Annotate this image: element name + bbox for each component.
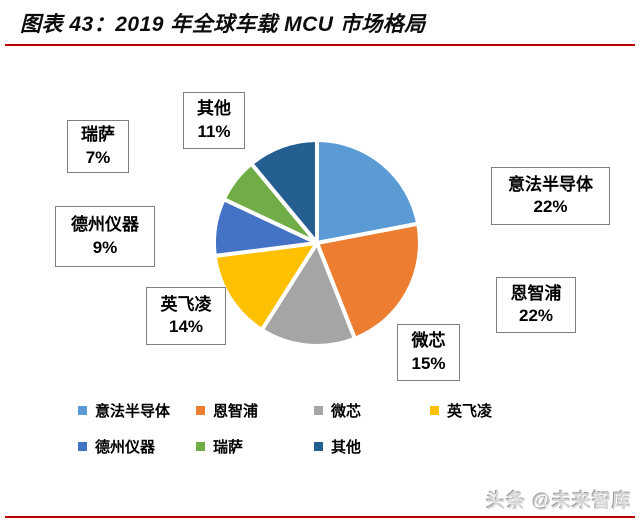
legend-label: 其他: [331, 439, 362, 456]
pie-chart: [212, 138, 422, 348]
callout-label: 微芯: [411, 331, 446, 351]
pie-slice-6: [249, 138, 319, 245]
pie-slice-1: [315, 221, 422, 341]
callout-label: 恩智浦: [510, 283, 562, 303]
callout-label: 瑞萨: [81, 125, 115, 145]
legend-label: 瑞萨: [213, 439, 244, 456]
pie-slice-2: [259, 241, 357, 348]
callout-value: 22%: [533, 197, 568, 216]
pie-callout-others: 其他 11%: [183, 92, 245, 149]
pie-callout-microchip: 微芯 15%: [397, 324, 460, 381]
pie-slice-3: [212, 241, 319, 332]
pie-callout-infineon: 英飞凌 14%: [146, 287, 226, 345]
legend-swatch-renesas: [196, 442, 205, 451]
callout-label: 意法半导体: [508, 174, 593, 194]
legend-label: 英飞凌: [447, 403, 493, 420]
legend-item-microchip: 微芯: [314, 400, 430, 421]
callout-label: 英飞凌: [160, 294, 212, 314]
callout-value: 11%: [197, 121, 231, 141]
callout-value: 14%: [168, 317, 204, 336]
legend-label: 微芯: [331, 403, 362, 420]
legend-item-others: 其他: [314, 436, 430, 457]
legend-swatch-others: [314, 442, 323, 451]
callout-value: 22%: [518, 306, 554, 325]
pie-callout-stmicro: 意法半导体 22%: [491, 167, 610, 225]
legend-item-nxp: 恩智浦: [196, 400, 314, 421]
legend-item-renesas: 瑞萨: [196, 436, 314, 457]
figure-title: 图表 43：2019 年全球车载 MCU 市场格局: [20, 13, 426, 36]
legend-swatch-nxp: [196, 406, 205, 415]
title-underline: [5, 44, 635, 46]
callout-label: 德州仪器: [71, 215, 139, 235]
chart-legend: 意法半导体 恩智浦 微芯 英飞凌 德州仪器 瑞萨 其他: [78, 400, 578, 457]
legend-swatch-microchip: [314, 406, 323, 415]
legend-item-infineon: 英飞凌: [430, 400, 570, 421]
callout-label: 其他: [197, 99, 231, 119]
callout-value: 15%: [411, 353, 446, 373]
legend-swatch-stmicro: [78, 406, 87, 415]
pie-callout-ti: 德州仪器 9%: [55, 206, 155, 267]
bottom-rule: [5, 516, 635, 518]
legend-label: 恩智浦: [213, 403, 259, 420]
callout-value: 9%: [92, 237, 118, 257]
legend-item-ti: 德州仪器: [78, 436, 196, 457]
legend-label: 德州仪器: [95, 439, 156, 456]
legend-swatch-ti: [78, 442, 87, 451]
legend-label: 意法半导体: [95, 403, 171, 420]
legend-swatch-infineon: [430, 406, 439, 415]
pie-callout-renesas: 瑞萨 7%: [67, 120, 129, 173]
pie-callout-nxp: 恩智浦 22%: [496, 277, 576, 333]
callout-value: 7%: [85, 147, 111, 167]
pie-slice-0: [315, 138, 421, 245]
watermark-toutiao-futurethinktank: 头条 @未来智库: [486, 491, 632, 512]
legend-item-stmicro: 意法半导体: [78, 400, 196, 421]
